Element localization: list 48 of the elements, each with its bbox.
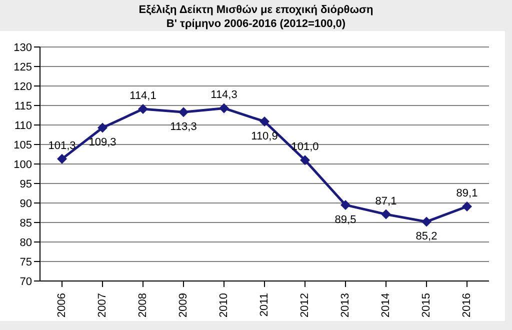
point — [381, 209, 391, 220]
x-tick-label: 2007 — [96, 293, 108, 318]
y-tick-label: 95 — [20, 178, 32, 190]
y-tick-label: 105 — [14, 139, 32, 152]
chart-title: Εξέλιξη Δείκτη Μισθών με εποχική διόρθωση — [138, 3, 374, 17]
x-tick-label: 2016 — [460, 293, 473, 318]
x-tick-label: 2012 — [298, 293, 311, 318]
point — [422, 216, 432, 227]
point — [340, 200, 350, 210]
data-label: 110,9 — [251, 130, 278, 142]
data-label: 85,2 — [416, 230, 438, 243]
y-tick-label: 90 — [20, 198, 32, 210]
y-tick-label: 125 — [14, 61, 32, 74]
x-tick-label: 2010 — [218, 293, 230, 318]
x-tick-label: 2008 — [136, 293, 149, 318]
y-tick-label: 70 — [20, 276, 32, 288]
y-tick-label: 110 — [14, 120, 32, 132]
point — [57, 154, 67, 164]
point — [219, 103, 229, 114]
data-label: 89,1 — [456, 188, 478, 200]
x-tick-label: 2013 — [339, 293, 352, 318]
point — [260, 116, 270, 126]
x-tick-label: 2015 — [420, 293, 432, 318]
x-tick-label: 2014 — [380, 293, 392, 318]
point — [300, 155, 310, 166]
y-tick-label: 85 — [20, 217, 32, 230]
y-tick-label: 80 — [20, 236, 32, 249]
data-label: 87,1 — [375, 195, 397, 208]
data-label: 113,3 — [170, 121, 197, 134]
point — [462, 202, 472, 212]
data-label: 114,3 — [210, 89, 238, 102]
data-label: 114,1 — [130, 90, 156, 102]
chart-subtitle: Β' τρίμηνο 2006-2016 (2012=100,0) — [165, 17, 347, 31]
y-tick-label: 130 — [14, 42, 32, 54]
y-tick-label: 75 — [20, 256, 32, 268]
y-tick-label: 100 — [14, 158, 32, 171]
x-tick-label: 2006 — [56, 293, 68, 318]
data-label: 101,3 — [48, 140, 76, 152]
data-label: 89,5 — [334, 214, 356, 226]
point — [138, 104, 148, 114]
x-tick-label: 2011 — [258, 293, 270, 317]
point — [178, 107, 188, 118]
point — [98, 122, 108, 133]
data-label: 101,0 — [291, 141, 319, 154]
data-label: 109,3 — [88, 136, 116, 149]
x-tick-label: 2009 — [177, 293, 190, 318]
y-tick-label: 115 — [14, 100, 32, 112]
y-tick-label: 120 — [14, 80, 32, 93]
